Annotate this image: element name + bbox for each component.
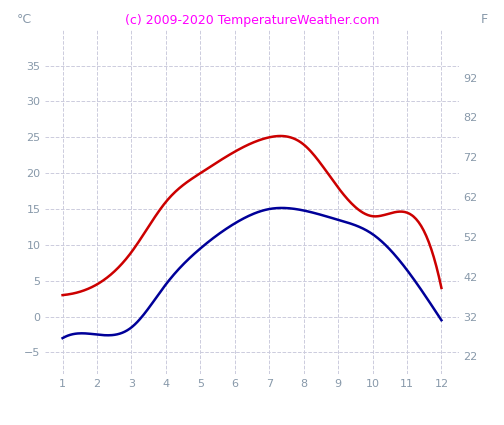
Text: °C: °C: [17, 13, 32, 26]
Text: F: F: [480, 13, 487, 26]
Title: (c) 2009-2020 TemperatureWeather.com: (c) 2009-2020 TemperatureWeather.com: [125, 14, 379, 27]
